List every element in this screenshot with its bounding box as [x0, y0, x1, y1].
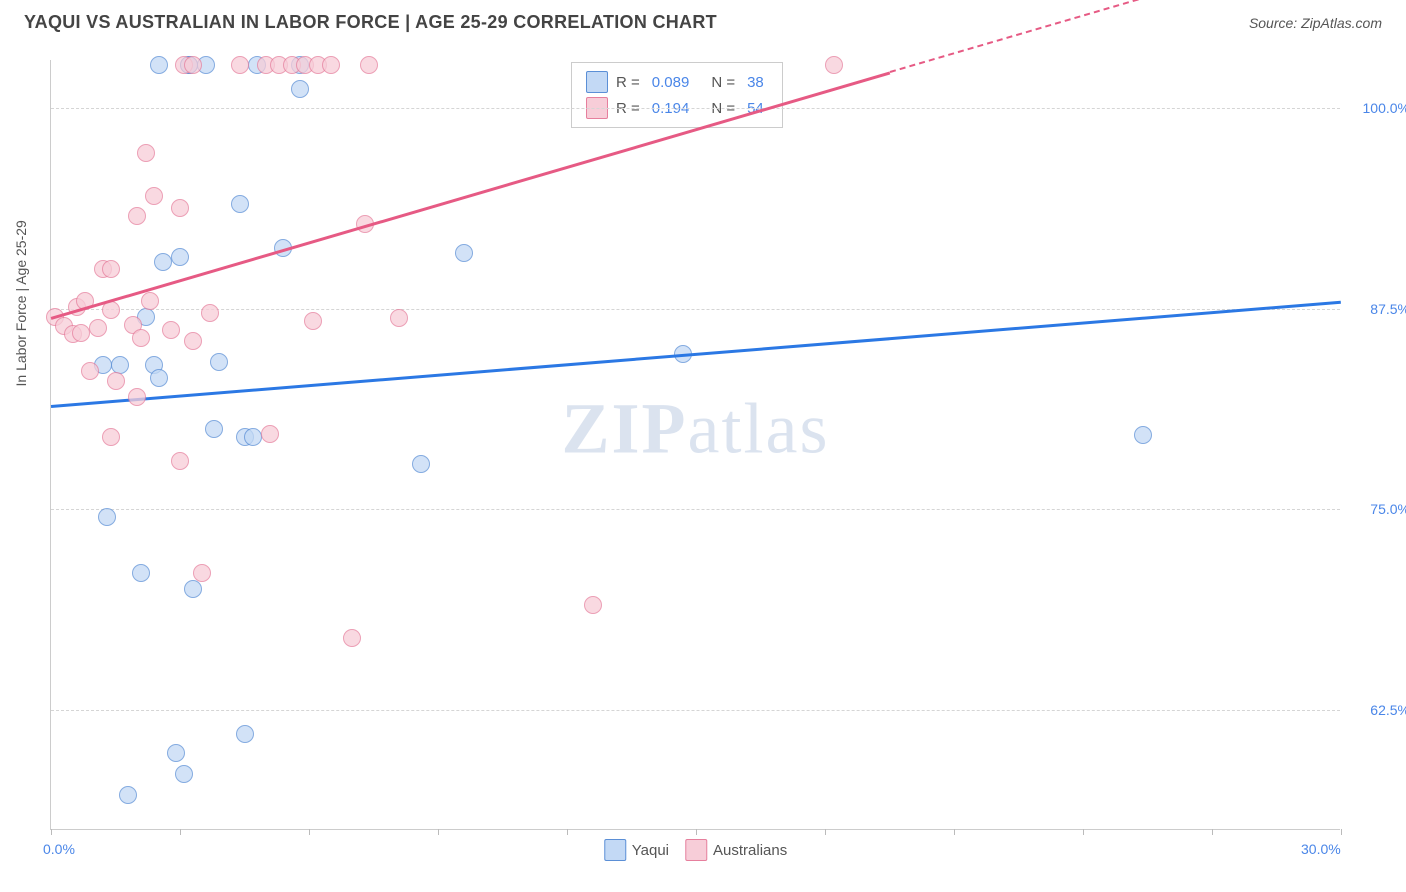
- gridline: [51, 309, 1340, 310]
- data-point: [145, 187, 163, 205]
- stats-legend-row: R = 0.089 N = 38: [586, 69, 768, 95]
- data-point: [304, 312, 322, 330]
- series-legend-item: Australians: [685, 839, 787, 861]
- x-tick-label: 30.0%: [1301, 841, 1341, 857]
- y-tick-label: 75.0%: [1370, 501, 1406, 517]
- data-point: [584, 596, 602, 614]
- chart-source: Source: ZipAtlas.com: [1249, 15, 1382, 31]
- gridline: [51, 108, 1340, 109]
- data-point: [128, 207, 146, 225]
- data-point: [98, 508, 116, 526]
- y-axis-title: In Labor Force | Age 25-29: [13, 220, 29, 386]
- data-point: [322, 56, 340, 74]
- x-tick: [438, 829, 439, 835]
- series-legend-label: Yaqui: [632, 842, 669, 859]
- legend-r-value: 0.089: [652, 74, 690, 91]
- data-point: [102, 428, 120, 446]
- gridline: [51, 509, 1340, 510]
- legend-n-label: N =: [711, 74, 735, 91]
- x-tick: [1212, 829, 1213, 835]
- data-point: [1134, 426, 1152, 444]
- data-point: [171, 199, 189, 217]
- data-point: [231, 56, 249, 74]
- data-point: [184, 56, 202, 74]
- data-point: [137, 144, 155, 162]
- legend-n-value: 38: [747, 74, 764, 91]
- data-point: [132, 329, 150, 347]
- x-tick: [954, 829, 955, 835]
- x-tick: [1341, 829, 1342, 835]
- data-point: [184, 332, 202, 350]
- data-point: [89, 319, 107, 337]
- series-legend: Yaqui Australians: [604, 839, 787, 861]
- data-point: [390, 309, 408, 327]
- legend-swatch: [586, 71, 608, 93]
- x-tick: [309, 829, 310, 835]
- data-point: [102, 301, 120, 319]
- legend-r-label: R =: [616, 74, 640, 91]
- data-point: [210, 353, 228, 371]
- data-point: [825, 56, 843, 74]
- x-tick-label: 0.0%: [43, 841, 75, 857]
- legend-swatch: [604, 839, 626, 861]
- data-point: [107, 372, 125, 390]
- data-point: [201, 304, 219, 322]
- stats-legend: R =0.089N =38R =0.194N =54: [571, 62, 783, 128]
- data-point: [141, 292, 159, 310]
- data-point: [167, 744, 185, 762]
- x-tick: [51, 829, 52, 835]
- data-point: [412, 455, 430, 473]
- data-point: [150, 369, 168, 387]
- x-tick: [1083, 829, 1084, 835]
- x-tick: [567, 829, 568, 835]
- data-point: [261, 425, 279, 443]
- chart-plot-area: In Labor Force | Age 25-29 ZIPatlas R =0…: [50, 60, 1340, 830]
- data-point: [102, 260, 120, 278]
- data-point: [150, 56, 168, 74]
- x-tick: [180, 829, 181, 835]
- data-point: [205, 420, 223, 438]
- x-tick: [696, 829, 697, 835]
- data-point: [291, 80, 309, 98]
- x-tick: [825, 829, 826, 835]
- series-legend-label: Australians: [713, 842, 787, 859]
- data-point: [171, 248, 189, 266]
- data-point: [171, 452, 189, 470]
- watermark: ZIPatlas: [562, 388, 830, 471]
- data-point: [244, 428, 262, 446]
- y-tick-label: 87.5%: [1370, 301, 1406, 317]
- data-point: [231, 195, 249, 213]
- data-point: [360, 56, 378, 74]
- data-point: [236, 725, 254, 743]
- trend-line: [51, 301, 1341, 408]
- data-point: [154, 253, 172, 271]
- data-point: [81, 362, 99, 380]
- data-point: [128, 388, 146, 406]
- chart-title: YAQUI VS AUSTRALIAN IN LABOR FORCE | AGE…: [24, 12, 717, 33]
- data-point: [193, 564, 211, 582]
- data-point: [343, 629, 361, 647]
- legend-swatch: [685, 839, 707, 861]
- data-point: [455, 244, 473, 262]
- data-point: [162, 321, 180, 339]
- data-point: [119, 786, 137, 804]
- y-tick-label: 62.5%: [1370, 702, 1406, 718]
- data-point: [184, 580, 202, 598]
- data-point: [72, 324, 90, 342]
- data-point: [132, 564, 150, 582]
- gridline: [51, 710, 1340, 711]
- y-tick-label: 100.0%: [1363, 100, 1406, 116]
- data-point: [175, 765, 193, 783]
- series-legend-item: Yaqui: [604, 839, 669, 861]
